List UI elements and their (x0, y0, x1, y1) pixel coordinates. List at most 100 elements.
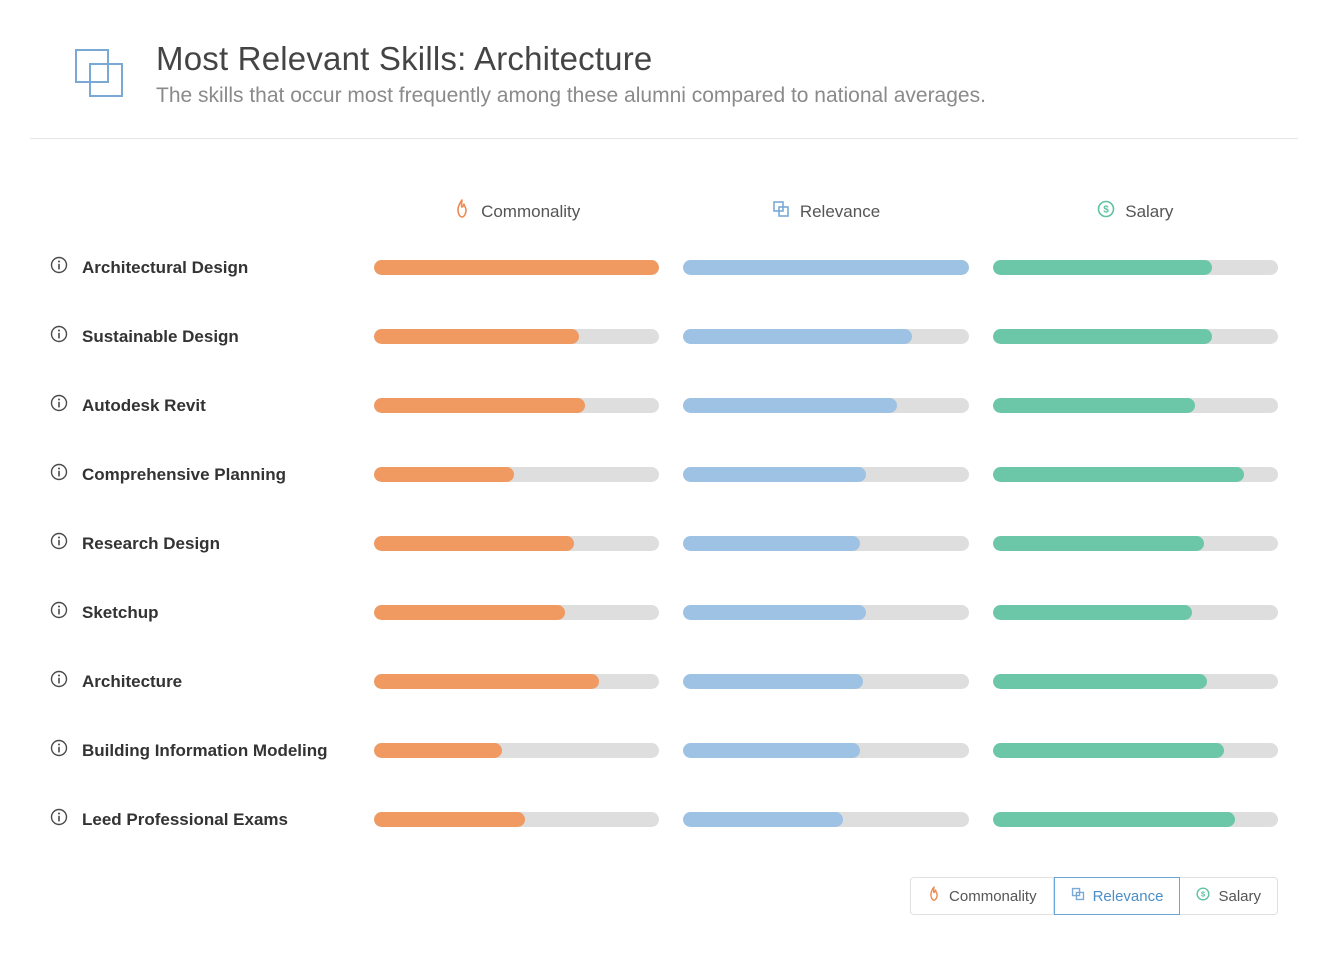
salary-bar-fill (993, 467, 1244, 482)
relevance-bar (683, 398, 968, 413)
skill-name: Leed Professional Exams (82, 810, 288, 830)
skill-name: Autodesk Revit (82, 396, 206, 416)
col-relevance-label: Relevance (800, 202, 880, 222)
commonality-bar-fill (374, 260, 659, 275)
commonality-bar (374, 605, 659, 620)
skill-row: Architectural Design (50, 256, 1278, 279)
flame-icon (927, 886, 941, 906)
relevance-bar (683, 467, 968, 482)
salary-bar (993, 743, 1278, 758)
skill-row: Architecture (50, 670, 1278, 693)
skill-row: Comprehensive Planning (50, 463, 1278, 486)
relevance-bar-fill (683, 536, 860, 551)
relevance-bar-fill (683, 398, 897, 413)
commonality-bar-fill (374, 743, 502, 758)
salary-bar (993, 467, 1278, 482)
relevance-bar-fill (683, 674, 863, 689)
commonality-bar (374, 812, 659, 827)
overlapping-squares-small-icon (1071, 887, 1085, 905)
relevance-bar-fill (683, 605, 866, 620)
skill-name: Research Design (82, 534, 220, 554)
salary-bar-fill (993, 674, 1207, 689)
skill-row: Leed Professional Exams (50, 808, 1278, 831)
skill-name: Comprehensive Planning (82, 465, 286, 485)
info-icon[interactable] (50, 256, 68, 279)
dollar-circle-icon: $ (1097, 200, 1115, 223)
skill-row: Research Design (50, 532, 1278, 555)
svg-text:$: $ (1103, 205, 1109, 216)
skill-label-cell: Sustainable Design (50, 325, 350, 348)
salary-bar-fill (993, 398, 1196, 413)
relevance-bar (683, 674, 968, 689)
commonality-bar-fill (374, 812, 525, 827)
relevance-bar-fill (683, 467, 866, 482)
info-icon[interactable] (50, 532, 68, 555)
skill-label-cell: Sketchup (50, 601, 350, 624)
page-title: Most Relevant Skills: Architecture (156, 40, 986, 78)
commonality-bar (374, 743, 659, 758)
salary-bar-fill (993, 743, 1224, 758)
tab-relevance-label: Relevance (1093, 888, 1164, 905)
skill-name: Architecture (82, 672, 182, 692)
salary-bar-fill (993, 605, 1193, 620)
tab-relevance[interactable]: Relevance (1054, 877, 1181, 915)
skill-row: Building Information Modeling (50, 739, 1278, 762)
dollar-circle-icon: $ (1196, 887, 1210, 905)
skill-row: Sustainable Design (50, 325, 1278, 348)
page-subtitle: The skills that occur most frequently am… (156, 84, 986, 108)
tab-commonality-label: Commonality (949, 888, 1037, 905)
commonality-bar-fill (374, 329, 579, 344)
skill-label-cell: Building Information Modeling (50, 739, 350, 762)
col-commonality: Commonality (374, 199, 659, 224)
salary-bar (993, 260, 1278, 275)
relevance-bar (683, 329, 968, 344)
skill-name: Sustainable Design (82, 327, 239, 347)
skill-row: Autodesk Revit (50, 394, 1278, 417)
info-icon[interactable] (50, 463, 68, 486)
relevance-bar (683, 605, 968, 620)
skill-label-cell: Architecture (50, 670, 350, 693)
skill-label-cell: Architectural Design (50, 256, 350, 279)
salary-bar-fill (993, 260, 1213, 275)
tab-commonality[interactable]: Commonality (910, 877, 1054, 915)
relevance-bar (683, 260, 968, 275)
salary-bar-fill (993, 329, 1213, 344)
commonality-bar (374, 398, 659, 413)
info-icon[interactable] (50, 325, 68, 348)
relevance-bar-fill (683, 329, 911, 344)
column-headers: Commonality Relevance $ Salary (50, 199, 1278, 224)
salary-bar-fill (993, 536, 1204, 551)
svg-text:$: $ (1201, 890, 1206, 899)
info-icon[interactable] (50, 394, 68, 417)
col-salary: $ Salary (993, 199, 1278, 224)
relevance-bar (683, 536, 968, 551)
skill-rows: Architectural Design Sustainable Design Au… (50, 256, 1278, 831)
relevance-bar (683, 743, 968, 758)
skill-name: Sketchup (82, 603, 159, 623)
tab-salary-label: Salary (1218, 888, 1261, 905)
salary-bar-fill (993, 812, 1236, 827)
commonality-bar (374, 536, 659, 551)
commonality-bar-fill (374, 674, 599, 689)
info-icon[interactable] (50, 739, 68, 762)
salary-bar (993, 812, 1278, 827)
col-commonality-label: Commonality (481, 202, 580, 222)
skill-label-cell: Comprehensive Planning (50, 463, 350, 486)
overlapping-squares-small-icon (772, 200, 790, 223)
col-relevance: Relevance (683, 199, 968, 224)
salary-bar (993, 605, 1278, 620)
salary-bar (993, 674, 1278, 689)
commonality-bar (374, 467, 659, 482)
salary-bar (993, 398, 1278, 413)
relevance-bar-fill (683, 260, 968, 275)
skill-name: Building Information Modeling (82, 741, 328, 761)
info-icon[interactable] (50, 601, 68, 624)
commonality-bar (374, 674, 659, 689)
flame-icon (453, 199, 471, 224)
info-icon[interactable] (50, 670, 68, 693)
relevance-bar-fill (683, 812, 843, 827)
relevance-bar-fill (683, 743, 860, 758)
info-icon[interactable] (50, 808, 68, 831)
tab-salary[interactable]: $ Salary (1180, 877, 1278, 915)
relevance-bar (683, 812, 968, 827)
